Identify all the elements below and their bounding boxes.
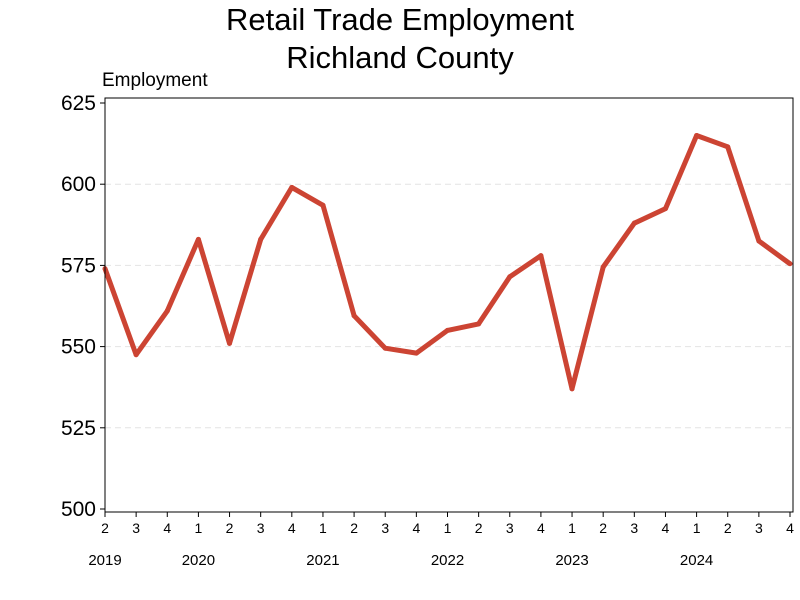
y-axis-label: Employment: [102, 70, 208, 91]
data-point: [631, 220, 637, 226]
y-axis-ticks: 500 525 550 575 600 625: [61, 92, 105, 521]
year-label: 2020: [182, 552, 215, 569]
data-point: [538, 253, 544, 259]
chart-title-line-1: Retail Trade Employment: [226, 2, 574, 37]
x-tick-label: 1: [693, 520, 701, 536]
y-tick-label: 625: [61, 92, 96, 115]
data-point: [413, 350, 419, 356]
plot-frame: [104, 97, 794, 513]
data-point: [476, 321, 482, 327]
x-tick-label: 2: [724, 520, 732, 536]
x-tick-label: 3: [381, 520, 389, 536]
year-labels: 2019 2020 2021 2022 2023 2024: [88, 552, 713, 569]
data-point: [289, 184, 295, 190]
year-label: 2021: [306, 552, 339, 569]
x-tick-label: 2: [599, 520, 607, 536]
x-tick-label: 4: [288, 520, 296, 536]
y-tick-label: 550: [61, 336, 96, 359]
x-tick-label: 4: [412, 520, 420, 536]
x-tick-label: 2: [101, 520, 109, 536]
data-point: [320, 202, 326, 208]
x-tick-label: 4: [537, 520, 545, 536]
x-tick-label: 4: [786, 520, 794, 536]
data-point: [195, 236, 201, 242]
year-label: 2024: [680, 552, 713, 569]
x-tick-label: 3: [630, 520, 638, 536]
chart-title-line-2: Richland County: [286, 40, 514, 75]
y-tick-label: 575: [61, 254, 96, 277]
x-tick-label: 3: [755, 520, 763, 536]
data-point: [164, 308, 170, 314]
year-label: 2023: [555, 552, 588, 569]
data-point: [133, 352, 139, 358]
data-point: [507, 274, 513, 280]
chart-title: Retail Trade Employment Richland County: [226, 2, 574, 75]
data-point: [725, 144, 731, 150]
series-line: [102, 133, 792, 392]
x-axis-ticks: 2 3 4 1 2 3 4 1 2 3 4 1 2 3 4 1 2 3 4 1 2 3 4: [101, 512, 794, 536]
x-tick-label: 3: [257, 520, 265, 536]
year-label: 2022: [431, 552, 464, 569]
year-label: 2019: [88, 552, 121, 569]
y-tick-label: 600: [61, 173, 96, 196]
grid-lines: [105, 183, 793, 429]
data-point: [445, 327, 450, 333]
y-tick-label: 500: [61, 498, 96, 521]
x-tick-label: 1: [319, 520, 327, 536]
data-point: [694, 132, 700, 138]
data-point: [227, 340, 233, 346]
x-tick-label: 1: [195, 520, 203, 536]
data-series: [102, 132, 793, 392]
data-point: [756, 238, 762, 244]
x-tick-label: 4: [163, 520, 171, 536]
x-tick-label: 2: [226, 520, 234, 536]
data-point: [600, 264, 606, 270]
x-tick-label: 1: [444, 520, 452, 536]
x-tick-label: 2: [475, 520, 483, 536]
data-point: [787, 261, 793, 267]
x-tick-label: 4: [662, 520, 670, 536]
data-point: [662, 206, 668, 212]
data-point: [382, 345, 388, 351]
data-point: [351, 313, 357, 319]
x-tick-label: 3: [506, 520, 514, 536]
data-point: [569, 386, 575, 392]
x-tick-label: 1: [568, 520, 576, 536]
data-point: [258, 236, 264, 242]
x-tick-label: 3: [132, 520, 140, 536]
x-tick-label: 2: [350, 520, 358, 536]
y-tick-label: 525: [61, 417, 96, 440]
